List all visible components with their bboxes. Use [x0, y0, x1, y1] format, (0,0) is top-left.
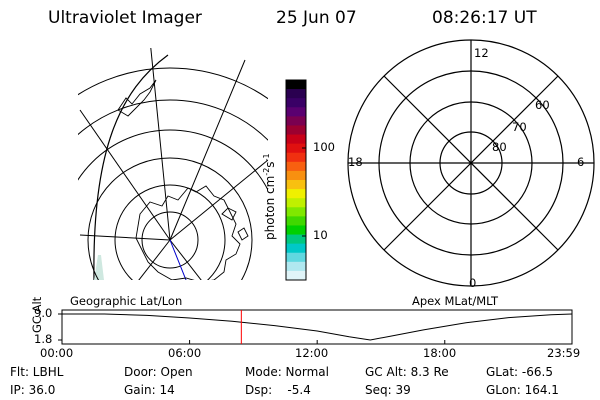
coastline-islands [117, 79, 249, 241]
mlt-label-6: 6 [577, 155, 585, 169]
x-tick-0600: 06:00 [168, 346, 202, 360]
geographic-caption: Geographic Lat/Lon [70, 294, 183, 308]
x-tick-0000: 00:00 [40, 346, 74, 360]
colorbar-tick-100: 100 [313, 140, 335, 154]
uv-glow-band [94, 255, 104, 280]
latitude-circle-2 [114, 184, 226, 280]
instrument-title: Ultraviolet Imager [48, 8, 202, 28]
status-gc-alt: GC Alt: 8.3 Re [365, 365, 449, 379]
colorbar-stripe [286, 107, 306, 117]
latitude-circle-1 [141, 211, 199, 269]
time-label: 08:26:17 UT [432, 8, 537, 28]
colorbar-unit-label: photon cm-2s-1 [262, 153, 277, 240]
colorbar-stripe [286, 216, 306, 226]
orbit-track [169, 239, 187, 280]
colorbar-stripe [286, 89, 306, 99]
colorbar-stripe [286, 243, 306, 254]
y-tick-1-8: 1.8 [34, 332, 53, 346]
lat-label-80: 80 [492, 140, 507, 154]
meridian-7 [138, 239, 171, 280]
status-gain: Gain: 14 [124, 383, 175, 397]
status-ip: IP: 36.0 [10, 383, 56, 397]
meridian-3 [79, 109, 171, 241]
colorbar-stripe [286, 207, 306, 217]
colorbar-stripe [286, 152, 306, 163]
colorbar-stripe [286, 189, 306, 199]
altitude-timeline [58, 309, 573, 345]
colorbar-stripe [286, 125, 306, 136]
colorbar-stripe [286, 270, 306, 281]
colorbar-stripe [286, 98, 306, 108]
meridian-4 [169, 159, 268, 241]
colorbar [285, 79, 307, 281]
colorbar-stripe [286, 252, 306, 263]
meridian-1 [150, 48, 171, 241]
latitude-circle-3 [87, 157, 253, 280]
colorbar-stripe [286, 170, 306, 181]
mlt-label-12: 12 [474, 46, 489, 60]
apex-caption: Apex MLat/MLT [412, 294, 499, 308]
colorbar-stripe [286, 161, 306, 172]
geographic-map [78, 48, 268, 280]
latitude-circle-6 [78, 67, 268, 100]
polar-plot [347, 39, 595, 287]
latitude-circle-4 [78, 129, 268, 192]
y-tick-9: 9.0 [34, 306, 53, 320]
colorbar-stripe [286, 116, 306, 126]
colorbar-stripe [286, 261, 306, 272]
lat-label-60: 60 [535, 98, 550, 112]
status-mode: Mode: Normal [245, 365, 329, 379]
altitude-curve [62, 313, 573, 341]
x-tick-1200: 12:00 [295, 346, 329, 360]
meridian-2 [169, 59, 246, 241]
mlt-label-0: 0 [469, 276, 477, 290]
status-dsp: Dsp: -5.4 [245, 383, 311, 397]
colorbar-stripe [286, 234, 306, 245]
meridian-6 [169, 239, 202, 280]
x-tick-1800: 18:00 [423, 346, 457, 360]
colorbar-stripe [286, 225, 306, 236]
status-glon: GLon: 164.1 [486, 383, 559, 397]
meridian-5 [79, 234, 171, 241]
colorbar-stripe [286, 180, 306, 190]
colorbar-tick-10: 10 [313, 228, 328, 242]
status-door: Door: Open [124, 365, 193, 379]
latitude-circle-5 [78, 99, 268, 141]
colorbar-stripe [286, 143, 306, 154]
mlt-label-18: 18 [348, 155, 363, 169]
status-filter: Flt: LBHL [10, 365, 64, 379]
x-tick-2359: 23:59 [547, 346, 581, 360]
coastline-antarctica [135, 185, 241, 280]
status-seq: Seq: 39 [365, 383, 411, 397]
polar-diagonal-2 [383, 75, 559, 251]
colorbar-stripe [286, 198, 306, 208]
colorbar-stripe [286, 80, 306, 90]
lat-label-70: 70 [512, 120, 527, 134]
status-glat: GLat: -66.5 [486, 365, 553, 379]
colorbar-stripe [286, 134, 306, 145]
date-label: 25 Jun 07 [276, 8, 357, 28]
